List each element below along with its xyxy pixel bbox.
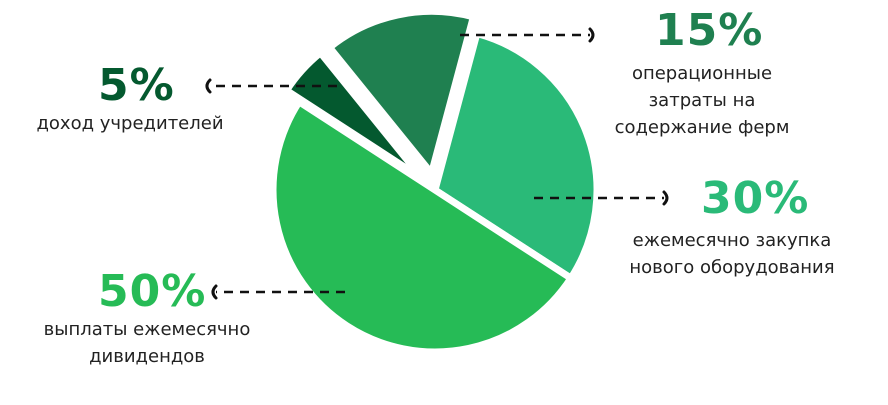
slice-15-description: операционные затраты на содержание ферм	[596, 60, 808, 141]
leader-line-50-arrowhead	[213, 286, 216, 298]
slice-15-percent: 15%	[655, 9, 763, 53]
slice-30-percent: 30%	[701, 177, 809, 221]
leader-line-15-arrowhead	[590, 29, 593, 41]
slice-30-line-1: ежемесячно закупка	[612, 227, 852, 254]
slice-50-line-1: выплаты ежемесячно	[16, 316, 278, 343]
slice-5-percent: 5%	[98, 64, 175, 108]
leader-line-5-arrowhead	[207, 80, 210, 92]
slice-5-line-1: доход учредителей	[14, 110, 246, 137]
slice-15-line-2: затраты на	[596, 87, 808, 114]
slice-30-description: ежемесячно закупка нового оборудования	[612, 227, 852, 281]
slice-30-line-2: нового оборудования	[612, 254, 852, 281]
slice-50-line-2: дивидендов	[16, 343, 278, 370]
leader-line-30-arrowhead	[664, 192, 667, 204]
slice-50-percent: 50%	[98, 270, 206, 314]
slice-50-description: выплаты ежемесячно дивидендов	[16, 316, 278, 370]
slice-15-line-1: операционные	[596, 60, 808, 87]
slices-group	[273, 11, 597, 352]
slice-5-description: доход учредителей	[14, 110, 246, 137]
slice-15-line-3: содержание ферм	[596, 114, 808, 141]
